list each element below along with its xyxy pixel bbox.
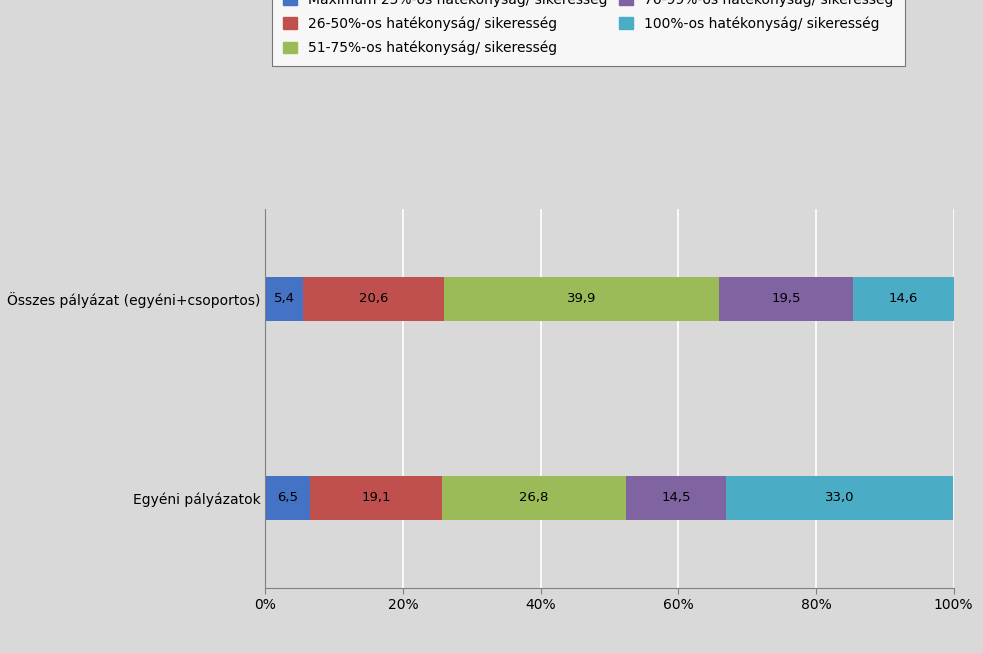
Text: 20,6: 20,6 xyxy=(359,292,388,305)
Bar xyxy=(725,476,953,520)
Bar xyxy=(853,277,954,321)
Bar xyxy=(441,476,626,520)
Text: 19,1: 19,1 xyxy=(361,492,390,505)
Bar xyxy=(626,476,725,520)
Text: 26,8: 26,8 xyxy=(519,492,549,505)
Legend: Maximum 25%-os hatékonyság/ sikeresség, 26-50%-os hatékonyság/ sikeresség, 51-75: Maximum 25%-os hatékonyság/ sikeresség, … xyxy=(272,0,904,66)
Text: 5,4: 5,4 xyxy=(273,292,295,305)
Bar xyxy=(265,277,303,321)
Text: 14,5: 14,5 xyxy=(662,492,691,505)
Text: 6,5: 6,5 xyxy=(277,492,298,505)
Bar xyxy=(303,277,444,321)
Bar xyxy=(311,476,441,520)
Bar xyxy=(265,476,311,520)
Text: 39,9: 39,9 xyxy=(567,292,597,305)
Bar xyxy=(444,277,719,321)
Text: 33,0: 33,0 xyxy=(825,492,854,505)
Bar xyxy=(719,277,853,321)
Text: 14,6: 14,6 xyxy=(889,292,918,305)
Text: 19,5: 19,5 xyxy=(772,292,801,305)
